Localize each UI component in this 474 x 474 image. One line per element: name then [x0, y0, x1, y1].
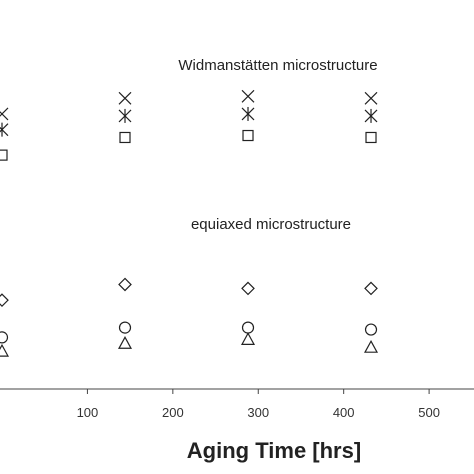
marker-star [241, 106, 255, 121]
annotation-equiaxed: equiaxed microstructure [191, 216, 351, 233]
marker-circle [118, 321, 132, 334]
marker-x [0, 107, 9, 121]
marker-star [364, 108, 378, 123]
marker-circle [0, 331, 9, 344]
marker-diamond [241, 281, 255, 296]
marker-square [365, 131, 377, 144]
marker-x [118, 91, 132, 105]
marker-triangle [364, 339, 379, 353]
marker-x [241, 89, 255, 103]
marker-x [364, 91, 378, 105]
annotation-widmanstatten: Widmanstätten microstructure [178, 57, 377, 74]
x-tick-label: 200 [162, 405, 184, 420]
markers [0, 89, 379, 357]
marker-diamond [364, 281, 378, 296]
marker-diamond [118, 277, 132, 292]
x-ticks: 100 200 300 400 500 [77, 389, 440, 420]
marker-circle [241, 321, 255, 334]
marker-star [0, 122, 9, 137]
x-tick-label: 500 [418, 405, 440, 420]
marker-square [119, 131, 131, 144]
x-tick-label: 300 [247, 405, 269, 420]
marker-square [0, 149, 8, 161]
marker-circle [364, 323, 378, 336]
marker-triangle [240, 332, 256, 345]
marker-diamond [0, 293, 9, 308]
marker-square [242, 129, 254, 142]
marker-triangle [0, 343, 10, 357]
marker-triangle [117, 336, 133, 349]
x-tick-label: 100 [77, 405, 99, 420]
x-axis-title: Aging Time [hrs] [187, 438, 361, 463]
marker-star [118, 108, 132, 123]
x-tick-label: 400 [333, 405, 355, 420]
